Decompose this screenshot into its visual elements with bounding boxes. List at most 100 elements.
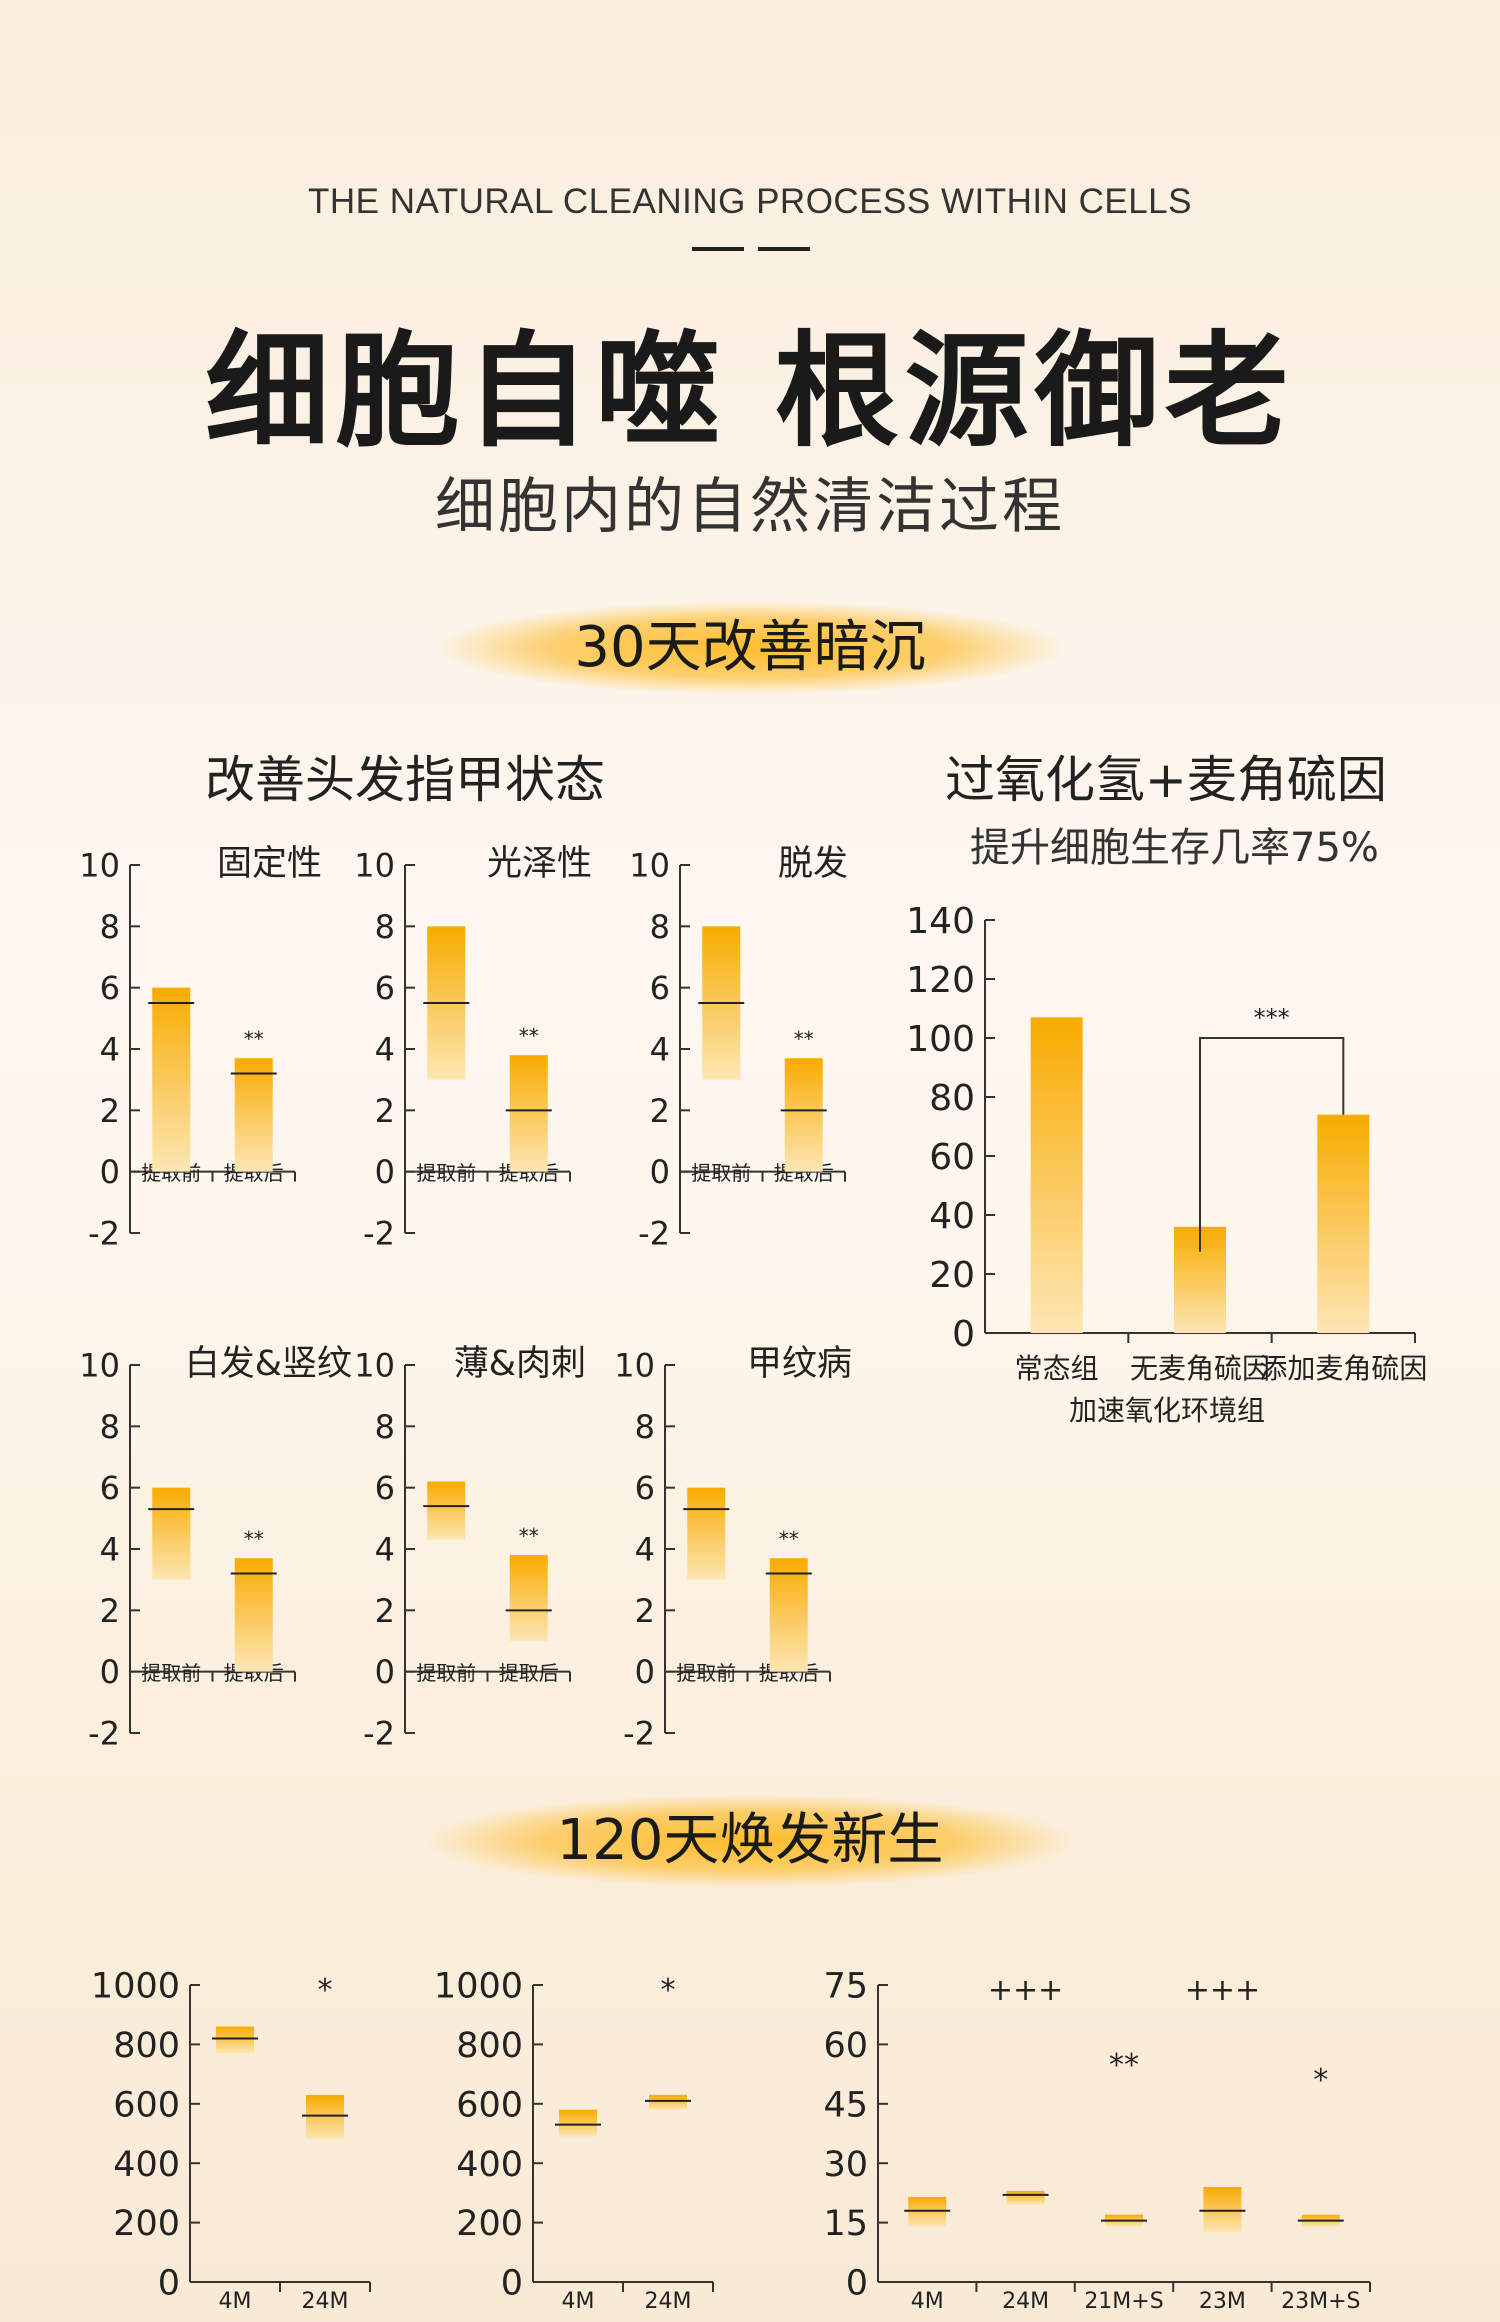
page-subtitle: 细胞内的自然清洁过程: [435, 472, 1065, 542]
y-tick-label: 80: [929, 1078, 975, 1119]
x-category-label: 23M: [1199, 2289, 1246, 2314]
bar: [1317, 1114, 1370, 1333]
box-bar: [649, 2094, 687, 2110]
y-tick-label: 4: [375, 1031, 395, 1069]
y-tick-label: 600: [456, 2085, 523, 2125]
y-tick-label: -2: [363, 1715, 395, 1753]
y-tick-label: -2: [623, 1715, 655, 1753]
y-tick-label: 2: [375, 1592, 395, 1630]
y-tick-label: 6: [650, 969, 670, 1007]
y-tick-label: 4: [375, 1531, 395, 1569]
y-tick-label: 600: [113, 2085, 180, 2125]
y-tick-label: 15: [823, 2204, 868, 2244]
box-bar: [509, 1555, 548, 1641]
y-tick-label: 6: [100, 1469, 120, 1507]
english-subtitle: THE NATURAL CLEANING PROCESS WITHIN CELL…: [308, 182, 1192, 221]
chart-title: 甲纹病: [747, 1344, 852, 1384]
y-tick-label: 0: [375, 1153, 395, 1191]
chart-title: 薄&肉刺: [454, 1344, 586, 1384]
box-bar: [306, 2094, 344, 2140]
y-tick-label: 800: [113, 2026, 180, 2066]
y-tick-label: -2: [88, 1715, 120, 1753]
box-bar: [769, 1558, 808, 1672]
section-banner-120-days: 120天焕发新生: [430, 1795, 1070, 1887]
x-category-label: 提取后: [499, 1661, 559, 1685]
x-category-label: 4M: [219, 2289, 252, 2314]
y-tick-label: 200: [456, 2204, 523, 2244]
y-tick-label: 400: [113, 2145, 180, 2185]
box-bar: [216, 2026, 254, 2054]
x-category-label: 提取前: [676, 1661, 736, 1685]
y-tick-label: 6: [375, 969, 395, 1007]
x-category-label: 添加麦角硫因: [1259, 1352, 1427, 1385]
y-tick-label: 0: [100, 1153, 120, 1191]
y-tick-label: 0: [846, 2264, 868, 2304]
y-tick-label: 10: [354, 1347, 395, 1385]
y-tick-label: 75: [823, 1967, 868, 2007]
y-tick-label: 0: [100, 1653, 120, 1691]
significance-label: ***: [1254, 1004, 1290, 1032]
page-title: 细胞自噬 根源御老: [205, 320, 1295, 464]
x-category-label: 提取前: [416, 1661, 476, 1685]
y-tick-label: 0: [375, 1653, 395, 1691]
x-category-label: 23M+S: [1281, 2289, 1360, 2314]
y-tick-label: 8: [375, 908, 395, 946]
y-tick-label: 8: [650, 908, 670, 946]
y-tick-label: 60: [823, 2026, 868, 2066]
y-tick-label: 20: [929, 1255, 975, 1296]
y-tick-label: 0: [501, 2264, 523, 2304]
y-tick-label: 4: [100, 1531, 120, 1569]
chart-title: 白发&竖纹: [185, 1344, 352, 1384]
box-bar: [687, 1487, 726, 1580]
title-dash-left: [692, 247, 744, 251]
box-bar: [152, 1487, 191, 1580]
y-tick-label: 6: [375, 1469, 395, 1507]
y-tick-label: 8: [375, 1408, 395, 1446]
right-chart-subheading: 提升细胞生存几率75%: [970, 825, 1379, 871]
y-tick-label: 6: [100, 969, 120, 1007]
chart-title: 光泽性: [487, 844, 592, 884]
y-tick-label: 8: [100, 1408, 120, 1446]
significance-bracket: [1199, 1037, 1345, 1252]
x-category-label: 常态组: [1015, 1352, 1099, 1385]
y-tick-label: 10: [629, 847, 670, 885]
y-tick-label: 4: [635, 1531, 655, 1569]
chart-title: 脱发: [778, 844, 848, 884]
y-tick-label: 4: [100, 1031, 120, 1069]
x-category-label: 24M: [302, 2289, 349, 2314]
y-tick-label: -2: [638, 1215, 670, 1253]
box-bar: [152, 987, 191, 1172]
y-tick-label: 40: [929, 1196, 975, 1237]
y-tick-label: 60: [929, 1137, 975, 1178]
y-tick-label: 45: [823, 2085, 868, 2125]
significance-label: **: [794, 1027, 814, 1051]
y-tick-label: 10: [79, 847, 120, 885]
x-category-label: 提取前: [416, 1161, 476, 1185]
y-tick-label: 800: [456, 2026, 523, 2066]
y-tick-label: -2: [88, 1215, 120, 1253]
significance-label: **: [244, 1027, 264, 1051]
y-tick-label: 8: [635, 1408, 655, 1446]
significance-label: **: [519, 1024, 539, 1048]
significance-label: +++: [1185, 1973, 1260, 2008]
y-tick-label: 0: [158, 2264, 180, 2304]
significance-label: +++: [988, 1973, 1063, 2008]
y-tick-label: 400: [456, 2145, 523, 2185]
y-tick-label: 120: [906, 960, 975, 1001]
significance-label: **: [779, 1527, 799, 1551]
y-tick-label: 10: [614, 1347, 655, 1385]
y-tick-label: 10: [79, 1347, 120, 1385]
left-chart-group-heading: 改善头发指甲状态: [205, 751, 605, 809]
chart-title: 固定性: [217, 844, 322, 884]
x-category-label: 24M: [645, 2289, 692, 2314]
x-category-label: 加速氧化环境组: [1069, 1394, 1265, 1427]
box-bar: [234, 1058, 273, 1172]
y-tick-label: -2: [363, 1215, 395, 1253]
y-tick-label: 8: [100, 908, 120, 946]
significance-label: **: [1109, 2048, 1139, 2083]
y-tick-label: 1000: [434, 1967, 523, 2007]
x-category-label: 提取前: [141, 1661, 201, 1685]
box-bar: [509, 1055, 548, 1172]
y-tick-label: 0: [635, 1653, 655, 1691]
